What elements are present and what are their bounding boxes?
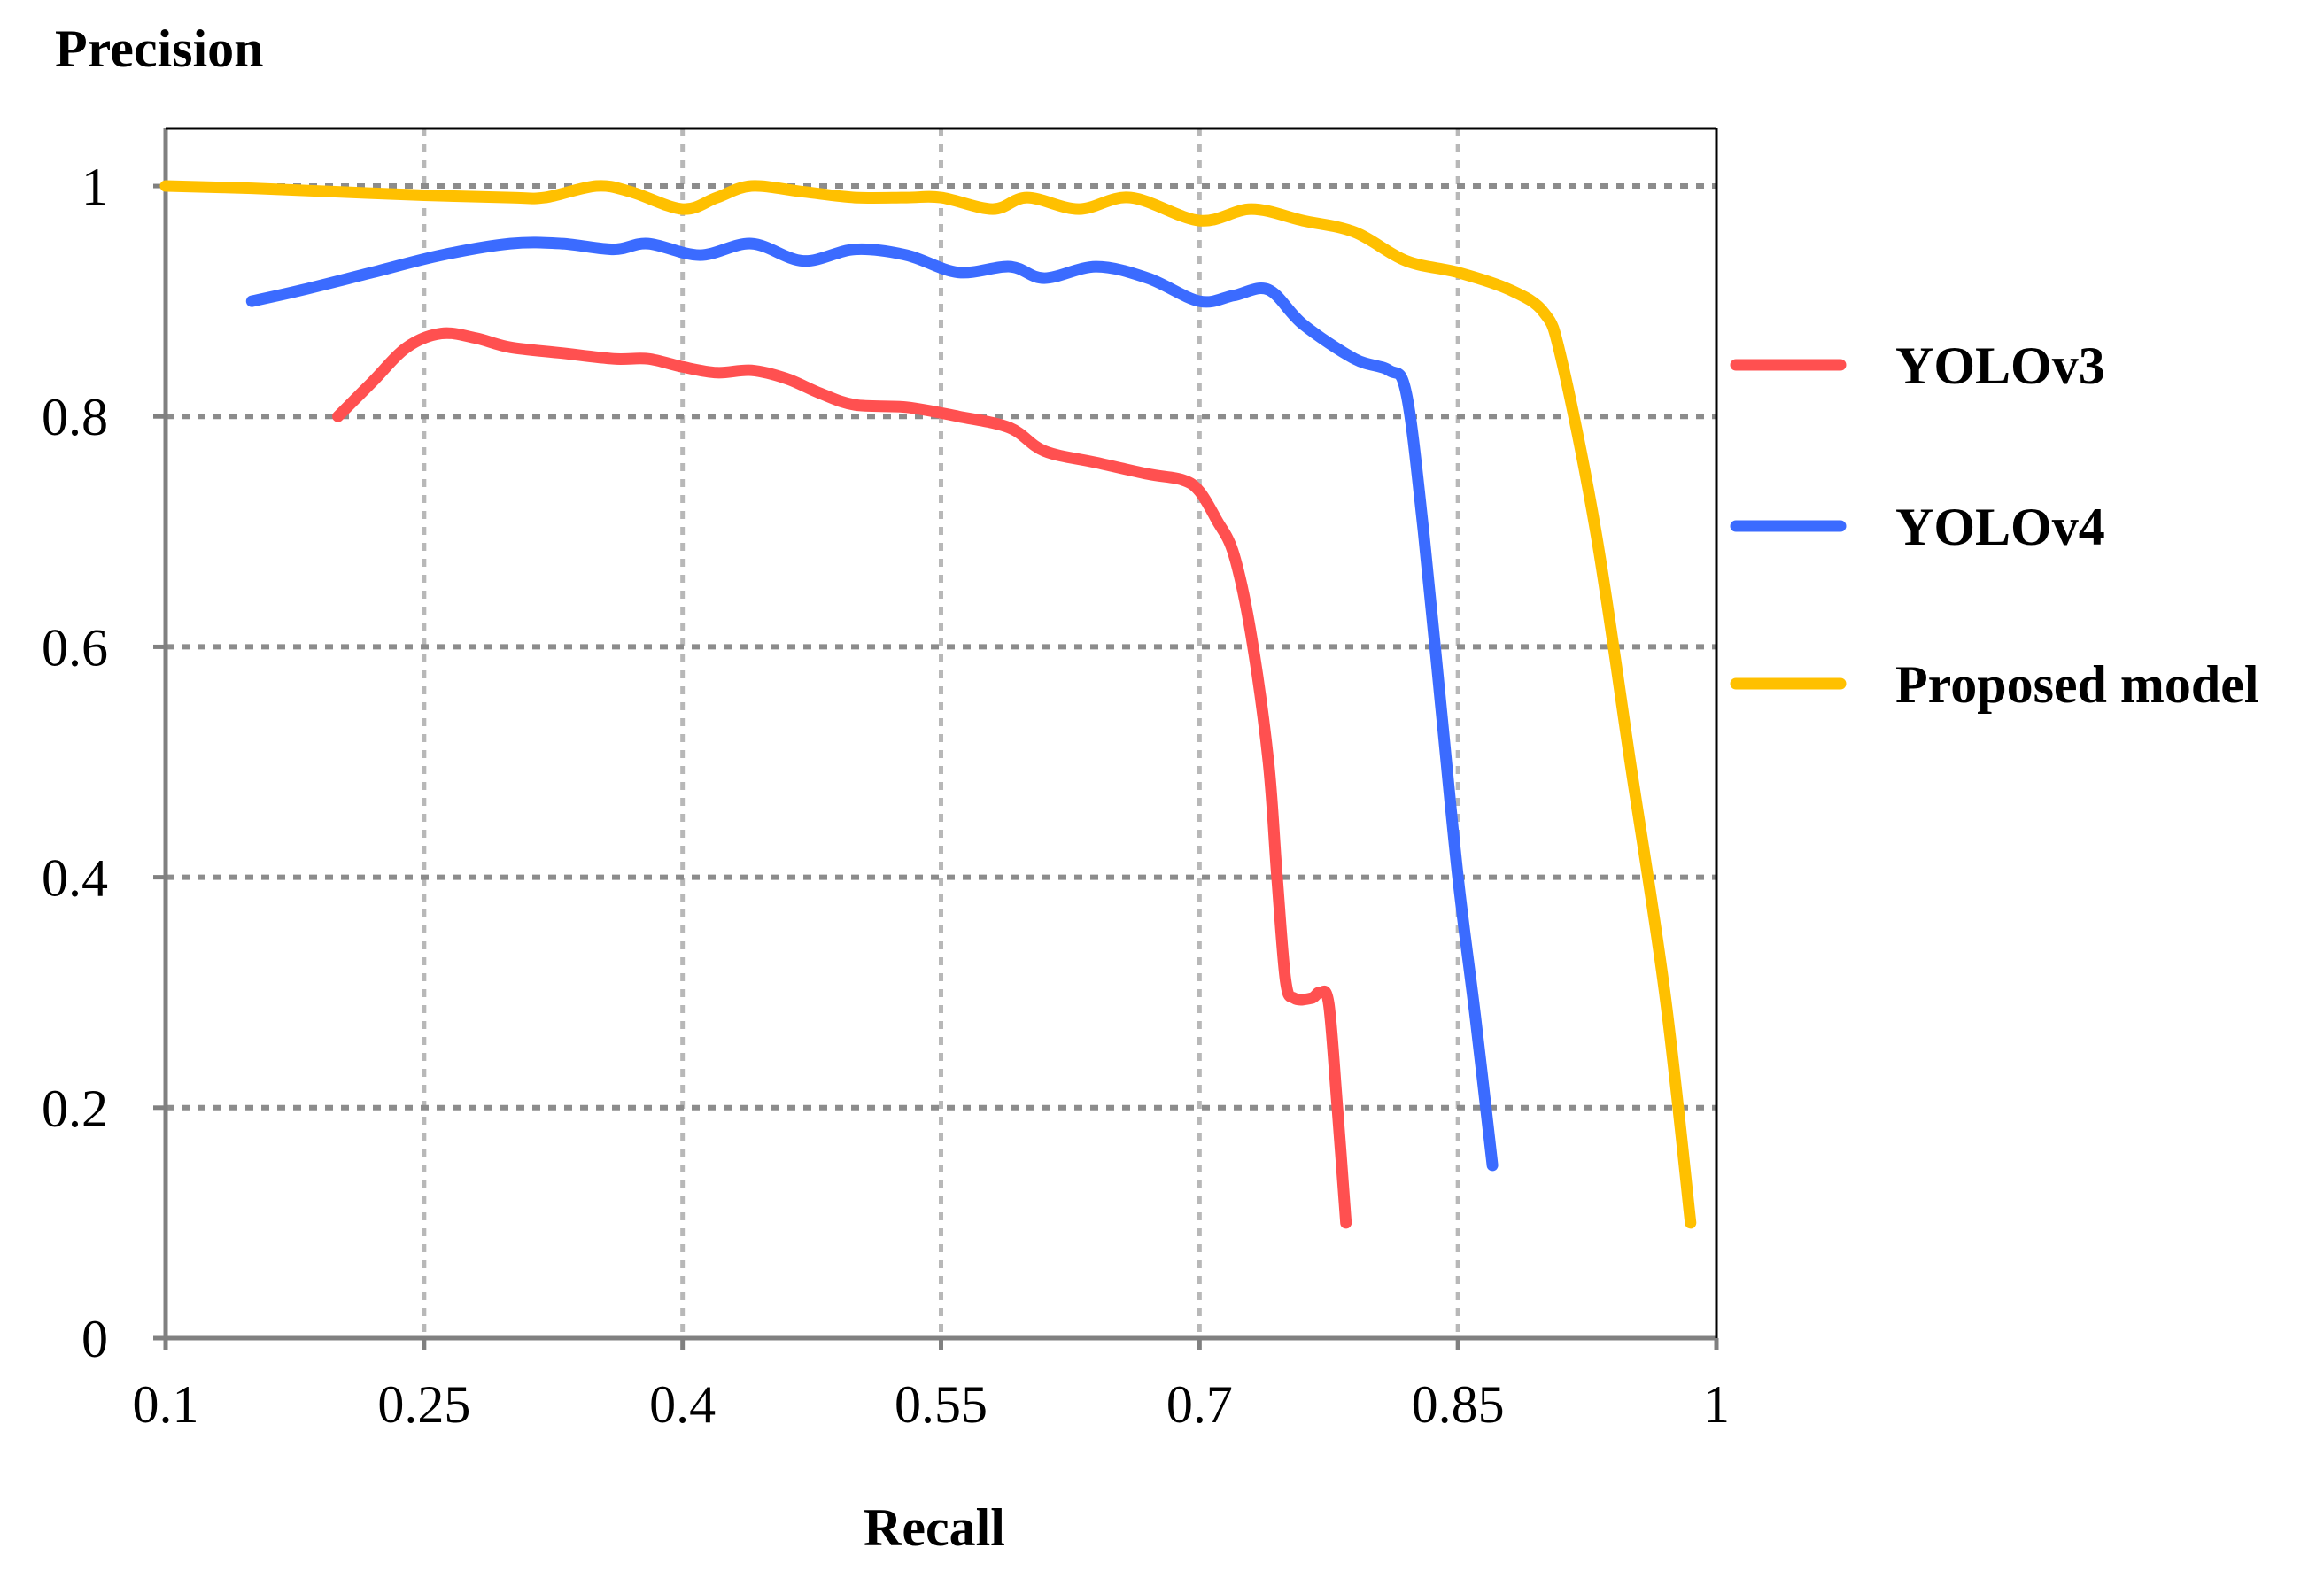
x-tick-label: 0.55	[895, 1375, 988, 1434]
legend-label: YOLOv4	[1895, 498, 2105, 556]
x-tick-label: 0.7	[1166, 1375, 1233, 1434]
series-lines	[159, 180, 1697, 1229]
axes	[153, 127, 1719, 1350]
x-tick-label: 0.4	[649, 1375, 716, 1434]
y-tick-label: 0.4	[42, 849, 108, 908]
series-line-yolov4	[245, 236, 1499, 1172]
x-tick-label: 0.85	[1412, 1375, 1505, 1434]
y-axis-title: Precision	[55, 19, 264, 78]
x-tick-label: 0.25	[377, 1375, 470, 1434]
legend-label: YOLOv3	[1895, 337, 2105, 395]
x-tick-label: 0.1	[133, 1375, 199, 1434]
series-line-yolov3	[332, 327, 1352, 1229]
gridlines	[166, 128, 1716, 1338]
y-tick-label: 1	[81, 158, 108, 216]
legend: YOLOv3 YOLOv4 Proposed model	[1730, 337, 2259, 714]
y-tick-label: 0	[81, 1310, 108, 1368]
y-tick-label: 0.6	[42, 618, 108, 677]
legend-label: Proposed model	[1895, 655, 2259, 714]
y-tick-label: 0.8	[42, 388, 108, 446]
tick-labels: 0.1 0.25 0.4 0.55 0.7 0.85 1 0 0.2 0.4 0.6 0.8 1	[42, 158, 1730, 1434]
series-line-proposed-model	[159, 180, 1697, 1229]
x-axis-title: Recall	[864, 1498, 1005, 1557]
x-tick-label: 1	[1703, 1375, 1730, 1434]
y-tick-label: 0.2	[42, 1080, 108, 1138]
